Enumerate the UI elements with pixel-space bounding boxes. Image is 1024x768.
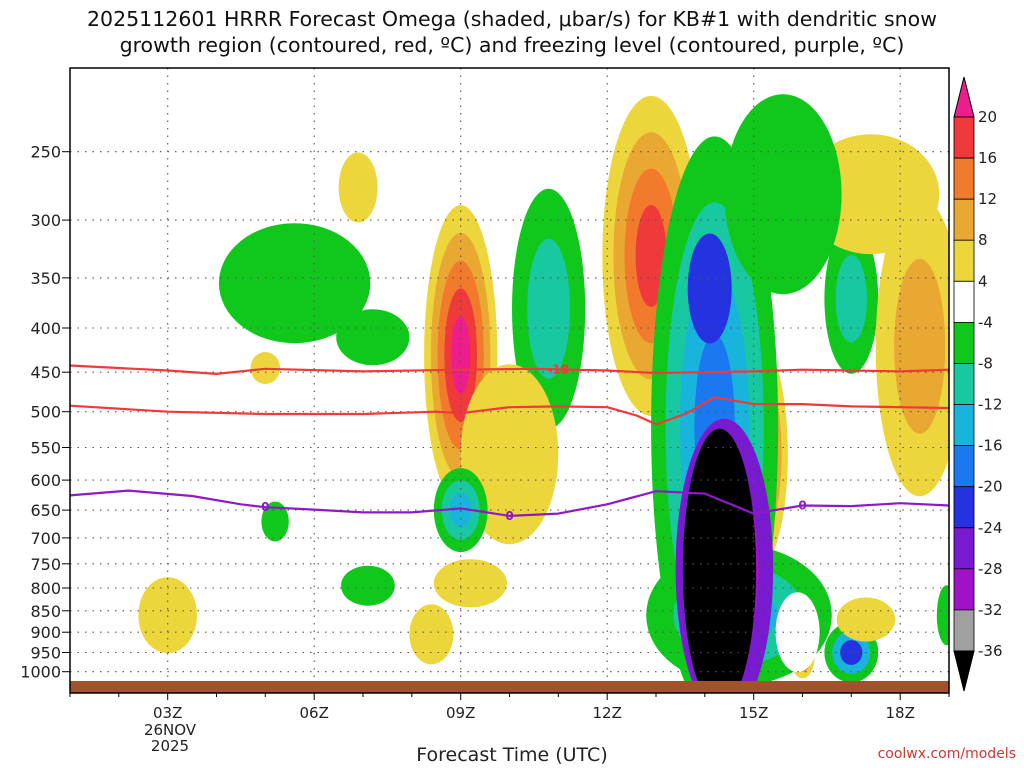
contour-label--18: -18 <box>547 362 569 376</box>
colorbar-band-0 <box>953 116 975 159</box>
colorbar-bottom-arrow <box>953 650 975 692</box>
colorbar-label-3: 8 <box>978 231 988 249</box>
gridlines <box>70 68 949 681</box>
chart-title-line2: growth region (contoured, red, ºC) and f… <box>119 33 905 57</box>
x-tick-label-09Z: 09Z <box>446 704 475 722</box>
blob-black-level-0 <box>682 428 757 681</box>
colorbar-label-9: -20 <box>978 478 1003 496</box>
colorbar-label-11: -28 <box>978 560 1003 578</box>
blob-green-05z-level-0 <box>218 223 371 344</box>
y-tick-label-700: 700 <box>30 529 61 548</box>
colorbar-band-3 <box>953 239 975 282</box>
colorbar-top-arrow <box>953 76 975 118</box>
colorbar-band-8 <box>953 445 975 488</box>
omega-shading <box>138 94 949 681</box>
x-tick-label-12Z: 12Z <box>593 704 622 722</box>
colorbar-band-7 <box>953 404 975 446</box>
colorbar-label-4: 4 <box>978 272 988 290</box>
credit-text: coolwx.com/models <box>877 746 1016 762</box>
y-tick-label-650: 650 <box>30 501 61 520</box>
y-tick-label-750: 750 <box>30 555 61 574</box>
y-axis: 250 300 350 400 450 500 550 600 650 700 750 800 850 9… <box>20 143 70 682</box>
contour--18 <box>70 364 949 375</box>
colorbar-label-0: 20 <box>978 108 997 126</box>
y-tick-label-450: 450 <box>30 363 61 382</box>
blob-green-07z-low-level-0 <box>341 565 395 606</box>
chart-title: 2025112601 HRRR Forecast Omega (shaded, … <box>0 6 1024 58</box>
colorbar-label-5: -4 <box>978 313 993 331</box>
contour-0 <box>70 489 949 518</box>
contour-label-0: 0 <box>261 500 269 514</box>
colorbar-band-4 <box>953 280 975 323</box>
y-tick-label-400: 400 <box>30 319 61 338</box>
date-year: 2025 <box>150 737 190 755</box>
colorbar-label-12: -32 <box>978 601 1003 619</box>
blob-green-07z-level-0 <box>336 309 410 366</box>
blob-neg-11z-level-1 <box>527 238 570 379</box>
blob-pos-09z-level-4 <box>451 316 471 394</box>
x-axis-label: Forecast Time (UTC) <box>416 744 608 766</box>
blob-neg-core-level-0 <box>687 233 732 344</box>
x-tick-label-06Z: 06Z <box>300 704 329 722</box>
blob-green-top-level-0 <box>724 94 842 295</box>
blob-yellow-18z-level-1 <box>894 258 946 434</box>
contour--12 <box>70 396 949 426</box>
contour-label-0: 0 <box>505 509 513 523</box>
blob-green-05z-low-level-0 <box>261 501 289 542</box>
blob-yellow-09z-low-level-0 <box>433 559 507 608</box>
colorbar-band-9 <box>953 486 975 529</box>
contour-label-0: 0 <box>798 499 806 513</box>
y-tick-label-350: 350 <box>30 269 61 288</box>
x-axis: 03Z 06Z 09Z 12Z 15Z 18Z <box>69 693 950 722</box>
blob-yellow-03z-level-0 <box>138 577 197 654</box>
y-tick-label-850: 850 <box>30 602 61 621</box>
y-tick-label-950: 950 <box>30 644 61 663</box>
y-tick-label-900: 900 <box>30 623 61 642</box>
colorbar: 20 16 12 8 4 -4 -8 -12 -16 -20 -24 -28 -32 -36 <box>953 76 1003 692</box>
colorbar-label-7: -12 <box>978 396 1003 414</box>
colorbar-label-6: -8 <box>978 355 993 373</box>
chart-title-line1: 2025112601 HRRR Forecast Omega (shaded, … <box>87 7 937 31</box>
colorbar-band-11 <box>953 568 975 611</box>
y-tick-label-800: 800 <box>30 579 61 598</box>
y-tick-label-500: 500 <box>30 403 61 422</box>
date-day: 26NOV <box>143 721 197 739</box>
blob-yellow-08z-low-level-0 <box>409 604 454 665</box>
colorbar-band-1 <box>953 157 975 200</box>
colorbar-label-8: -16 <box>978 437 1003 455</box>
blob-yellow-17z-low-level-0 <box>836 597 896 642</box>
x-tick-label-18Z: 18Z <box>886 704 915 722</box>
date-label: 26NOV 2025 <box>120 722 220 754</box>
colorbar-label-10: -24 <box>978 519 1003 537</box>
ground-bar <box>70 681 949 693</box>
colorbar-band-2 <box>953 198 975 241</box>
contours: -18 0 0 0 <box>70 362 949 523</box>
colorbar-label-1: 16 <box>978 149 997 167</box>
colorbar-band-12 <box>953 609 975 652</box>
colorbar-band-5 <box>953 321 975 364</box>
x-tick-label-03Z: 03Z <box>153 704 182 722</box>
y-tick-label-300: 300 <box>30 211 61 230</box>
y-tick-label-250: 250 <box>30 143 61 162</box>
y-tick-label-600: 600 <box>30 471 61 490</box>
y-tick-label-1000: 1000 <box>20 663 61 682</box>
colorbar-label-2: 12 <box>978 190 997 208</box>
x-tick-label-15Z: 15Z <box>739 704 768 722</box>
y-tick-label-550: 550 <box>30 439 61 458</box>
blob-green-17z-level-1 <box>835 255 867 343</box>
blob-pos-13z-level-3 <box>635 205 667 307</box>
blob-green-19z-low-level-0 <box>936 585 949 646</box>
colorbar-label-13: -36 <box>978 642 1003 660</box>
colorbar-band-6 <box>953 363 975 405</box>
colorbar-band-10 <box>953 527 975 570</box>
blob-yellow-06z-level-0 <box>338 152 378 223</box>
